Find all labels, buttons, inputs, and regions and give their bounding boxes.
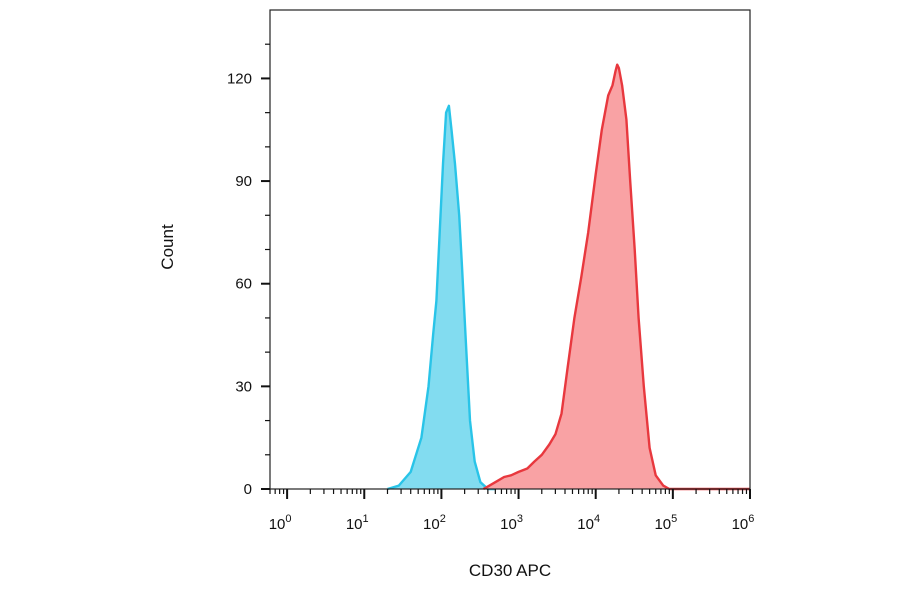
x-tick-label-5: 105 xyxy=(654,513,677,533)
series-2-area xyxy=(483,64,750,489)
y-axis: 0 30 60 90 120 xyxy=(227,43,270,498)
series-layer xyxy=(387,63,750,491)
y-tick-label-60: 60 xyxy=(235,276,252,293)
x-tick-label-2: 102 xyxy=(423,513,446,533)
y-tick-label-90: 90 xyxy=(235,173,252,190)
x-axis: 100 101 102 103 104 105 106 xyxy=(269,489,755,533)
x-tick-label-0: 100 xyxy=(269,513,292,533)
y-tick-label-30: 30 xyxy=(235,378,252,395)
x-tick-label-3: 103 xyxy=(500,513,523,533)
series-1-line xyxy=(387,104,496,491)
y-tick-label-120: 120 xyxy=(227,70,252,87)
x-tick-label-1: 101 xyxy=(346,513,369,533)
x-tick-label-6: 106 xyxy=(732,513,755,533)
x-tick-label-4: 104 xyxy=(577,513,600,533)
series-2-line xyxy=(482,63,750,491)
y-tick-label-0: 0 xyxy=(244,481,252,498)
x-axis-title: CD30 APC xyxy=(469,561,551,580)
y-axis-title: Count xyxy=(158,224,177,270)
